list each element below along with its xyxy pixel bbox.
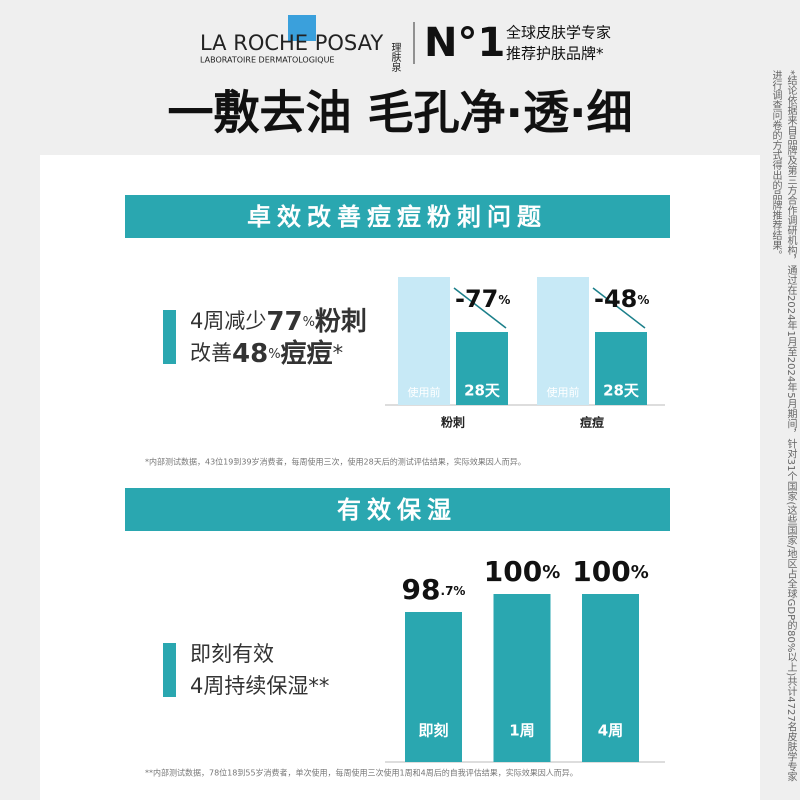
change-unit: %	[637, 293, 649, 307]
footnote: *内部测试数据，43位19到39岁消费者，每周使用三次，使用28天后的测试评估结…	[145, 457, 526, 467]
after-bar	[456, 332, 508, 405]
claim-part: 即刻有效	[190, 642, 274, 666]
claim-bar	[163, 310, 176, 364]
group-name: 粉刺	[441, 415, 465, 430]
claim-part: 4周持续保湿**	[190, 674, 329, 698]
section-title: 卓效改善痘痘粉刺问题	[247, 203, 547, 231]
brand: LA ROCHE POSAY	[200, 31, 383, 55]
after-bar	[595, 332, 647, 405]
section-title: 有效保湿	[337, 496, 457, 524]
before-label: 使用前	[408, 385, 441, 399]
claim-part: 4周减少	[190, 309, 266, 333]
banner	[125, 195, 670, 238]
brand-cn: 理肤泉	[389, 42, 401, 72]
change-unit: %	[498, 293, 510, 307]
arrow	[453, 287, 507, 329]
claim-part: 48	[232, 339, 268, 369]
bar-value-small: %	[631, 562, 649, 583]
before-label: 使用前	[547, 385, 580, 399]
claim-part: %	[303, 315, 315, 330]
before-bar	[537, 277, 589, 405]
card	[40, 155, 760, 800]
after-label: 28天	[603, 382, 640, 400]
footnote: **内部测试数据，78位18到55岁消费者，单次使用，每周使用三次使用1周和4周…	[145, 768, 578, 778]
claim-part: 77	[266, 307, 302, 337]
claim-part: %	[268, 347, 280, 362]
claim-part: 粉刺	[315, 307, 367, 337]
claim: 4周减少77%粉刺	[190, 307, 367, 337]
bar	[405, 612, 462, 762]
bar-value-small: .7%	[441, 584, 466, 598]
bar	[493, 594, 551, 762]
group-name: 痘痘	[580, 415, 604, 430]
claim-part: 改善	[190, 341, 232, 365]
bar-name: 1周	[509, 722, 534, 740]
bar-value-small: %	[542, 562, 560, 583]
after-label: 28天	[464, 382, 501, 400]
claim: 即刻有效	[190, 642, 274, 666]
claim-part: 痘痘	[281, 338, 333, 369]
side-note: *结论依据来自品牌及第三方合作调研机构，通过在2024年1月至2024年5月期间…	[770, 70, 796, 782]
bar-name: 即刻	[418, 722, 448, 740]
rank-text: 推荐护肤品牌*	[506, 45, 604, 63]
claim: 4周持续保湿**	[190, 674, 329, 698]
claim-bar	[163, 643, 176, 697]
logo-square	[288, 15, 316, 41]
rank-text: 全球皮肤学专家	[506, 24, 611, 42]
banner	[125, 488, 670, 531]
claim: 改善48%痘痘*	[190, 338, 343, 369]
brand-sub: LABORATOIRE DERMATOLOGIQUE	[200, 56, 335, 65]
bar	[582, 594, 639, 762]
before-bar	[398, 277, 450, 405]
bar-name: 4周	[598, 722, 623, 740]
arrow	[592, 287, 646, 329]
claim-part: *	[333, 341, 344, 365]
rank: N°1	[424, 20, 505, 66]
headline: 一敷去油 毛孔净·透·细	[168, 86, 633, 140]
